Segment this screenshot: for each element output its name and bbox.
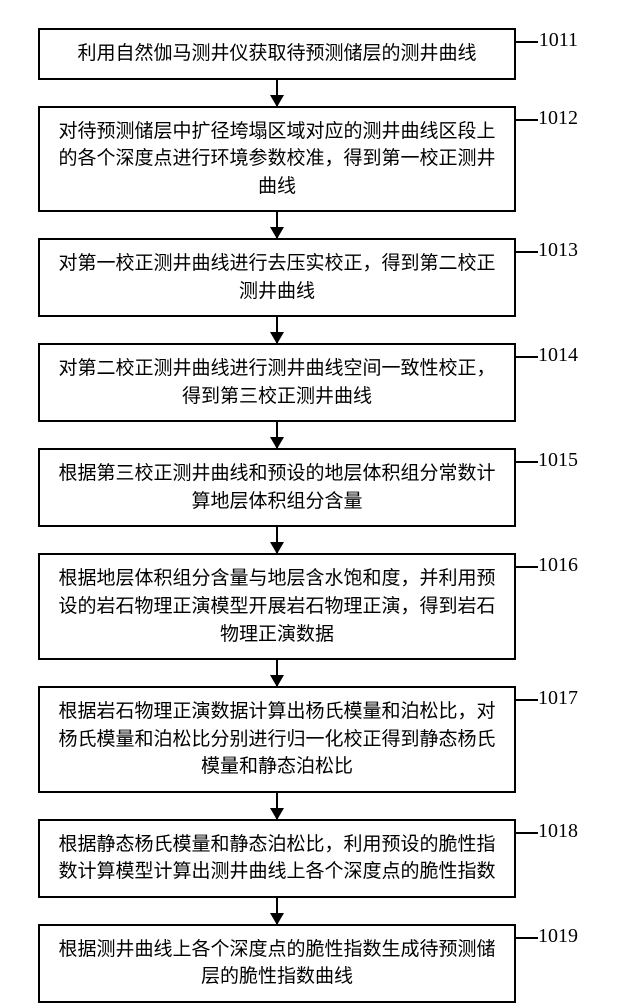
flow-arrow bbox=[38, 422, 516, 448]
flow-arrow bbox=[38, 317, 516, 343]
label-leader-line bbox=[516, 832, 538, 834]
flow-step: 对第二校正测井曲线进行测井曲线空间一致性校正，得到第三校正测井曲线 1014 bbox=[0, 343, 617, 422]
flow-step-label: 1011 bbox=[539, 30, 578, 50]
flow-step-label: 1012 bbox=[538, 108, 578, 128]
label-leader-line bbox=[516, 119, 538, 121]
flow-step-label: 1018 bbox=[538, 821, 578, 841]
flow-step-box: 利用自然伽马测井仪获取待预测储层的测井曲线 bbox=[38, 28, 516, 80]
flow-arrow bbox=[38, 660, 516, 686]
label-leader-line bbox=[516, 356, 538, 358]
flow-step: 对待预测储层中扩径垮塌区域对应的测井曲线区段上的各个深度点进行环境参数校准，得到… bbox=[0, 106, 617, 213]
flow-arrow bbox=[38, 212, 516, 238]
label-leader-line bbox=[516, 461, 538, 463]
label-leader-line bbox=[516, 251, 538, 253]
flow-step-box: 对第二校正测井曲线进行测井曲线空间一致性校正，得到第三校正测井曲线 bbox=[38, 343, 516, 422]
flow-step: 根据第三校正测井曲线和预设的地层体积组分常数计算地层体积组分含量 1015 bbox=[0, 448, 617, 527]
flow-step-box: 根据静态杨氏模量和静态泊松比，利用预设的脆性指数计算模型计算出测井曲线上各个深度… bbox=[38, 819, 516, 898]
flow-step-label: 1015 bbox=[538, 450, 578, 470]
flow-step: 根据地层体积组分含量与地层含水饱和度，并利用预设的岩石物理正演模型开展岩石物理正… bbox=[0, 553, 617, 660]
flow-arrow bbox=[38, 80, 516, 106]
flow-arrow bbox=[38, 898, 516, 924]
flow-step-label: 1017 bbox=[538, 688, 578, 708]
flow-step-box: 根据测井曲线上各个深度点的脆性指数生成待预测储层的脆性指数曲线 bbox=[38, 924, 516, 1003]
flow-step-box: 根据地层体积组分含量与地层含水饱和度，并利用预设的岩石物理正演模型开展岩石物理正… bbox=[38, 553, 516, 660]
label-leader-line bbox=[516, 699, 538, 701]
flow-step-box: 根据第三校正测井曲线和预设的地层体积组分常数计算地层体积组分含量 bbox=[38, 448, 516, 527]
flowchart: 利用自然伽马测井仪获取待预测储层的测井曲线 1011 对待预测储层中扩径垮塌区域对应… bbox=[0, 0, 617, 1003]
flow-step: 根据岩石物理正演数据计算出杨氏模量和泊松比，对杨氏模量和泊松比分别进行归一化校正… bbox=[0, 686, 617, 793]
label-leader-line bbox=[516, 937, 538, 939]
flow-step-label: 1013 bbox=[538, 240, 578, 260]
flow-step-box: 对第一校正测井曲线进行去压实校正，得到第二校正测井曲线 bbox=[38, 238, 516, 317]
flow-step-box: 对待预测储层中扩径垮塌区域对应的测井曲线区段上的各个深度点进行环境参数校准，得到… bbox=[38, 106, 516, 213]
label-leader-line bbox=[516, 566, 538, 568]
flow-step: 根据静态杨氏模量和静态泊松比，利用预设的脆性指数计算模型计算出测井曲线上各个深度… bbox=[0, 819, 617, 898]
flow-step: 对第一校正测井曲线进行去压实校正，得到第二校正测井曲线 1013 bbox=[0, 238, 617, 317]
flow-step-label: 1016 bbox=[538, 555, 578, 575]
label-leader-line bbox=[516, 41, 538, 43]
flow-step: 根据测井曲线上各个深度点的脆性指数生成待预测储层的脆性指数曲线 1019 bbox=[0, 924, 617, 1003]
flow-step-label: 1019 bbox=[538, 926, 578, 946]
flow-step-label: 1014 bbox=[538, 345, 578, 365]
flow-step: 利用自然伽马测井仪获取待预测储层的测井曲线 1011 bbox=[0, 28, 617, 80]
flow-arrow bbox=[38, 793, 516, 819]
flow-arrow bbox=[38, 527, 516, 553]
flow-step-box: 根据岩石物理正演数据计算出杨氏模量和泊松比，对杨氏模量和泊松比分别进行归一化校正… bbox=[38, 686, 516, 793]
